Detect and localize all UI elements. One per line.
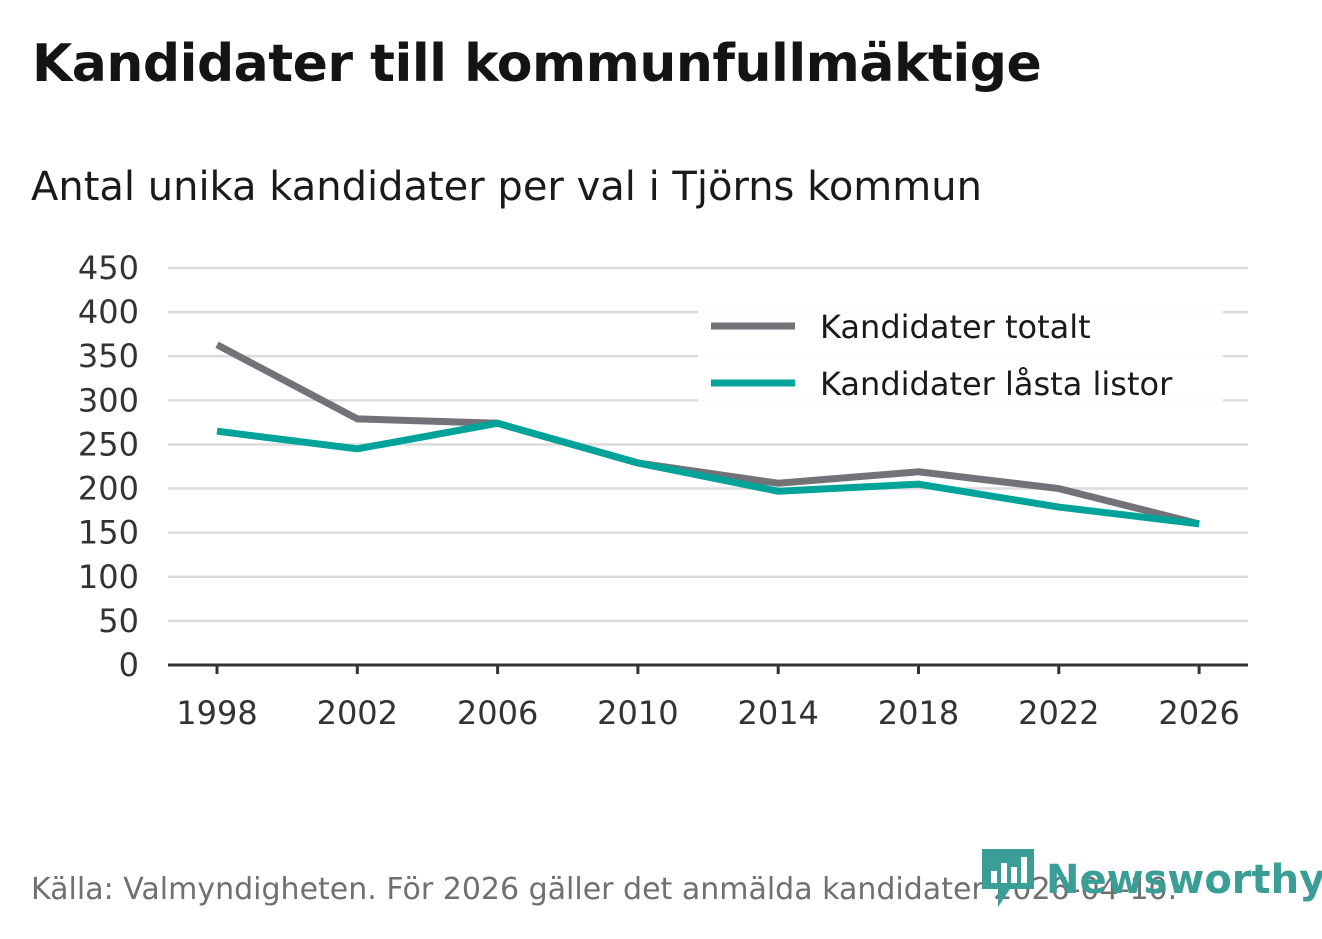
- y-axis-ticks: 0 50 100 150 200 250 300 350 400 450: [78, 249, 139, 684]
- series-kandidater-lasta-listor: [216, 419, 1200, 528]
- legend-label: Kandidater totalt: [820, 308, 1091, 346]
- newsworthy-logo: Newsworthy: [982, 849, 1322, 911]
- x-tick-label: 2022: [1018, 694, 1099, 732]
- x-tick-label: 2006: [457, 694, 538, 732]
- y-tick-label: 200: [78, 470, 139, 508]
- y-tick-label: 300: [78, 381, 139, 419]
- x-tick-label: 2010: [597, 694, 678, 732]
- series-layer: [215, 341, 1200, 528]
- x-tick-label: 2018: [878, 694, 959, 732]
- x-tick-label: 1998: [176, 694, 257, 732]
- y-tick-label: 50: [98, 602, 139, 640]
- chart-title: Kandidater till kommunfullmäktige: [32, 34, 1042, 94]
- series-line: [215, 341, 1200, 528]
- legend: Kandidater totalt Kandidater låsta listor: [698, 298, 1223, 403]
- y-tick-label: 0: [119, 646, 139, 684]
- chart-subtitle: Antal unika kandidater per val i Tjörns …: [31, 164, 982, 210]
- y-tick-label: 400: [78, 293, 139, 331]
- series-line: [216, 419, 1200, 528]
- x-tick-label: 2014: [737, 694, 818, 732]
- y-tick-label: 250: [78, 425, 139, 463]
- newsworthy-brand-name: Newsworthy: [1046, 857, 1322, 903]
- newsworthy-logo-icon: [982, 849, 1034, 907]
- y-tick-label: 350: [78, 337, 139, 375]
- y-tick-label: 150: [78, 514, 139, 552]
- x-tick-label: 2026: [1158, 694, 1239, 732]
- y-tick-label: 450: [78, 249, 139, 287]
- y-tick-label: 100: [78, 558, 139, 596]
- x-axis: 1998 2002 2006 2010 2014 2018 2022 2026: [168, 663, 1248, 732]
- x-tick-label: 2002: [317, 694, 398, 732]
- legend-label: Kandidater låsta listor: [820, 365, 1173, 403]
